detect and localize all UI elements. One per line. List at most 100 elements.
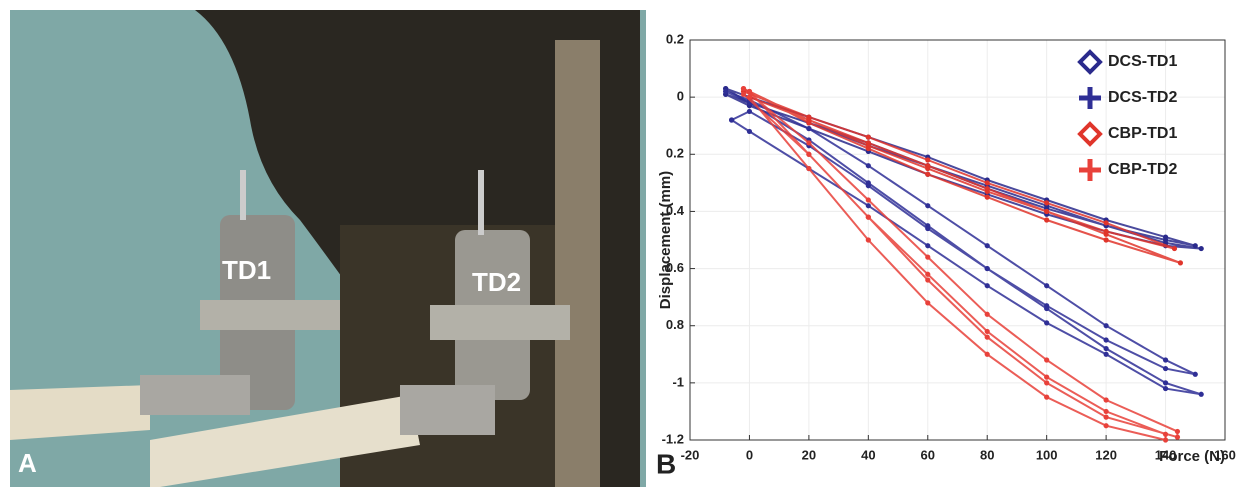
legend-label: DCS-TD1 — [1108, 53, 1177, 70]
y-axis-label: Displacement (mm) — [657, 171, 674, 309]
data-point — [984, 194, 990, 200]
data-point — [925, 203, 931, 209]
data-point — [925, 243, 931, 249]
data-point — [1162, 437, 1169, 443]
data-point — [984, 283, 990, 289]
x-tick-label: 60 — [921, 447, 935, 462]
data-point — [746, 108, 753, 115]
photo-cable — [150, 395, 420, 487]
data-point — [1044, 305, 1050, 312]
data-point — [925, 254, 931, 260]
photo-label: TD1 — [222, 255, 271, 285]
legend-marker — [1077, 121, 1103, 147]
data-point — [740, 91, 747, 97]
data-point — [925, 171, 931, 177]
data-point — [1103, 237, 1109, 243]
data-point — [1162, 357, 1169, 363]
data-point — [1192, 371, 1198, 377]
data-point — [746, 94, 753, 100]
data-point — [865, 203, 871, 209]
data-point — [1044, 283, 1050, 289]
data-point — [865, 183, 871, 189]
legend-marker — [1079, 159, 1101, 181]
data-point — [1044, 217, 1050, 223]
data-point — [925, 157, 931, 163]
data-point — [1103, 323, 1109, 329]
data-point — [1174, 434, 1181, 440]
photo: TD1 TD2 A — [10, 10, 646, 487]
data-point — [1162, 380, 1169, 386]
photo-clamp — [430, 305, 570, 340]
panel-label: B — [656, 448, 676, 479]
y-tick-label: 0.8 — [666, 317, 684, 332]
data-point — [746, 88, 753, 95]
legend-label: DCS-TD2 — [1108, 89, 1177, 106]
photo-connector — [400, 385, 495, 435]
x-axis-label: Force (N) — [1159, 448, 1225, 465]
data-point — [984, 351, 990, 357]
chart: B Force (N) Displacement (mm) 0.2 0 0.2 0.4… — [656, 31, 1236, 479]
data-point — [1044, 394, 1050, 400]
x-tick-label: 160 — [1214, 447, 1236, 462]
data-point — [984, 265, 990, 272]
y-tick-label: -1 — [672, 374, 684, 389]
data-point — [1044, 380, 1050, 386]
data-point — [806, 140, 812, 146]
data-point — [1177, 260, 1184, 266]
data-point — [865, 163, 871, 169]
photo-pin — [240, 170, 246, 220]
panel-label: A — [18, 448, 37, 478]
data-point — [1044, 374, 1050, 380]
y-tick-label: 0.6 — [666, 260, 684, 275]
series-line — [742, 87, 1179, 442]
plot-frame — [689, 39, 1226, 441]
x-tick-label: 40 — [861, 447, 875, 462]
x-tick-label: 120 — [1095, 447, 1117, 462]
x-tick-label: -20 — [681, 447, 700, 462]
data-point — [1044, 200, 1050, 206]
photo-pin — [478, 170, 484, 235]
data-point — [925, 300, 931, 306]
data-point — [865, 143, 871, 149]
y-tick-label: 0.4 — [666, 203, 685, 218]
data-point — [740, 85, 747, 92]
legend-marker — [1079, 87, 1101, 109]
data-point — [1192, 243, 1198, 249]
data-point — [1103, 351, 1109, 357]
data-point — [1103, 423, 1109, 429]
photo-connector — [140, 375, 250, 415]
data-point — [925, 271, 931, 277]
x-tick-label: 0 — [746, 447, 753, 462]
photo-plate — [555, 40, 600, 487]
data-point — [984, 243, 990, 249]
data-point — [984, 328, 990, 335]
data-point — [1171, 245, 1178, 252]
photo-cable — [10, 385, 150, 440]
data-point — [1162, 431, 1169, 437]
data-point — [806, 165, 812, 172]
x-tick-label: 20 — [802, 447, 816, 462]
data-point — [1103, 408, 1109, 415]
data-point — [746, 128, 753, 135]
data-point — [984, 188, 990, 195]
y-tick-label: 0 — [677, 89, 684, 104]
data-point — [1044, 320, 1050, 326]
data-point — [925, 165, 931, 172]
data-point — [1103, 397, 1109, 403]
data-point — [806, 117, 812, 123]
legend-label: CBP-TD1 — [1108, 125, 1177, 142]
data-point — [984, 334, 990, 340]
photo-label: TD2 — [472, 267, 521, 297]
data-point — [1103, 414, 1109, 420]
data-point — [865, 237, 871, 243]
data-point — [729, 117, 735, 123]
data-point — [1162, 365, 1169, 372]
data-point — [865, 197, 871, 203]
data-point — [1103, 220, 1109, 226]
data-point — [1103, 228, 1109, 235]
data-point — [1198, 391, 1204, 397]
data-point — [925, 225, 931, 232]
data-point — [806, 151, 812, 157]
data-point — [1103, 337, 1109, 343]
